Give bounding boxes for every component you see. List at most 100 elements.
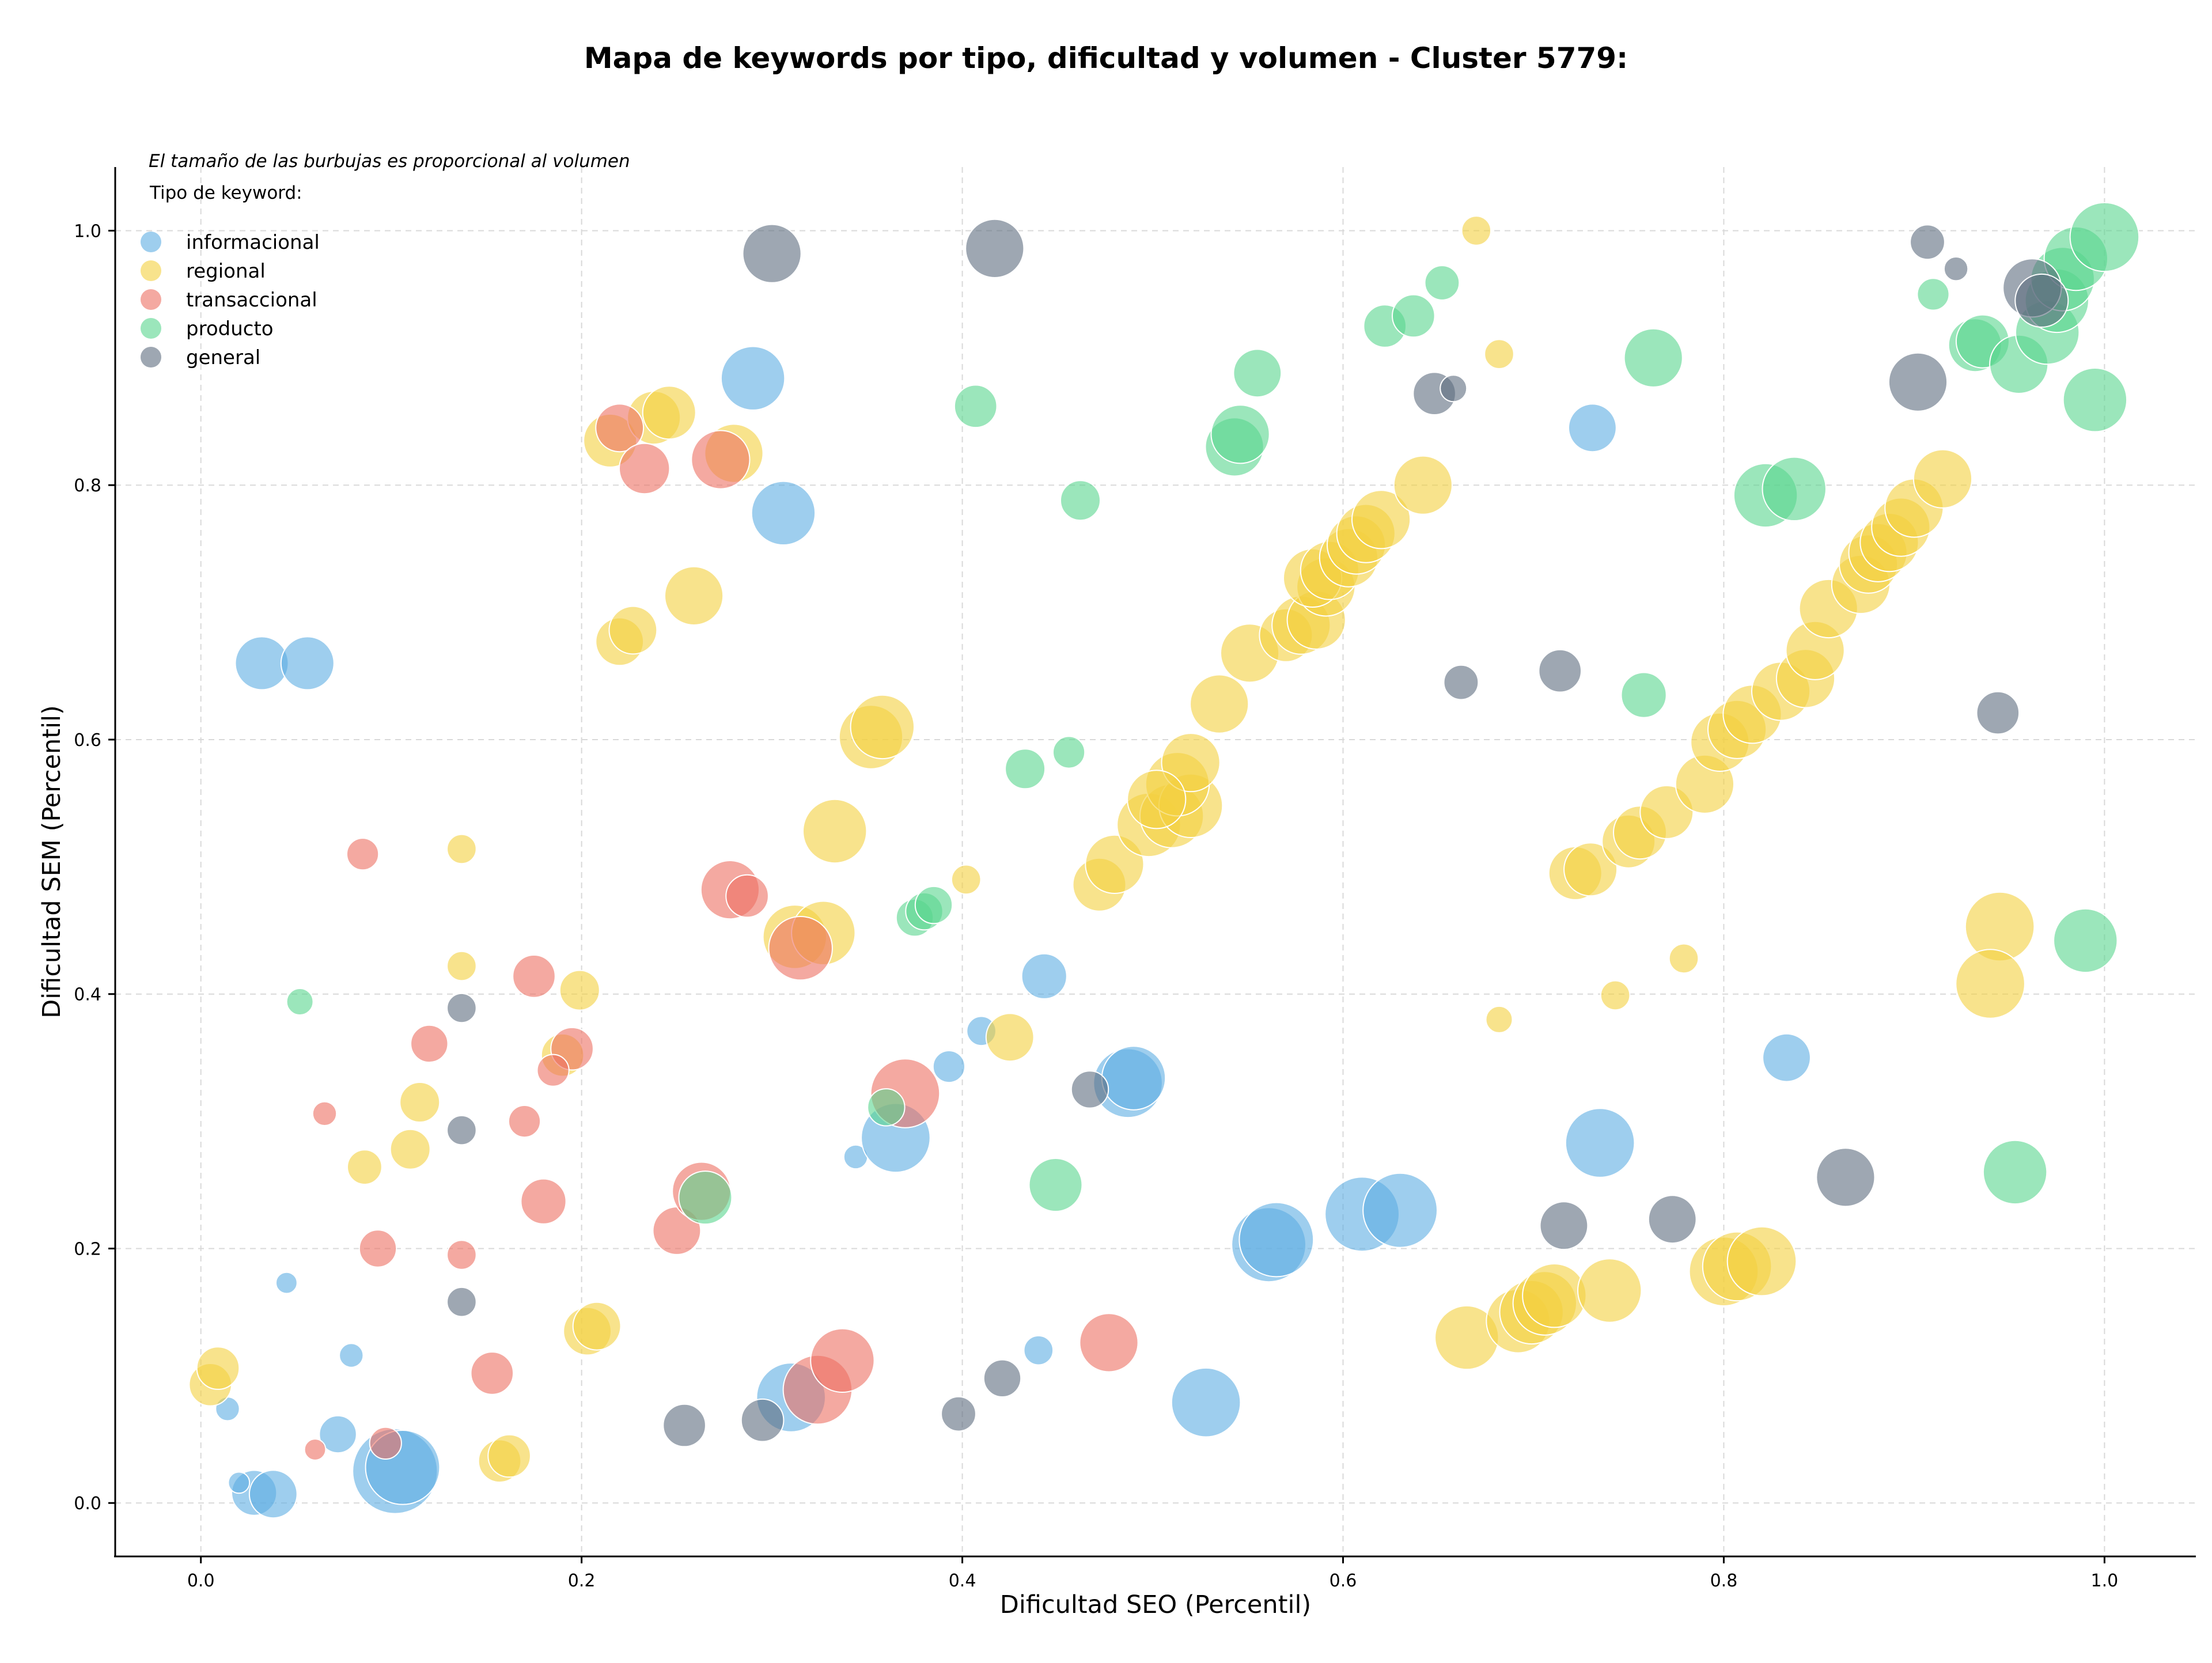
producto-bubble [1052,736,1086,769]
legend-marker-informacional [141,232,161,252]
producto-bubble [678,1170,733,1225]
regional-bubble [1912,449,1973,509]
general-bubble [1440,374,1468,403]
informacional-bubble [720,346,786,411]
transaccional-bubble [768,916,833,981]
regional-bubble [1127,770,1187,829]
producto-bubble [953,384,998,429]
axes [114,167,2196,1558]
regional-bubble [608,605,658,655]
transaccional-bubble [512,954,556,998]
bubble-layer [188,202,2140,1519]
producto-bubble [1620,672,1667,718]
series-producto [286,202,2140,1225]
producto-bubble [2069,202,2140,272]
transaccional-bubble [595,403,645,453]
informacional-bubble [1568,403,1617,453]
general-bubble [1888,352,1948,412]
informacional-bubble [280,636,335,691]
regional-bubble [1955,949,2025,1019]
x-tick-label: 1.0 [2091,1571,2119,1591]
regional-bubble [802,798,868,864]
legend-label-informacional: informacional [186,231,320,254]
series-general [446,218,2069,1448]
transaccional-bubble [810,1328,875,1393]
producto-bubble [1005,748,1046,790]
general-bubble [1910,224,1945,260]
legend-marker-general [141,347,161,368]
transaccional-bubble [619,442,671,495]
transaccional-bubble [470,1351,514,1395]
y-tick-label: 0.0 [74,1494,101,1514]
transaccional-bubble [312,1101,338,1127]
regional-bubble [1485,1005,1513,1033]
x-axis-label: Dificultad SEO (Percentil) [1000,1590,1311,1619]
transaccional-bubble [304,1438,327,1461]
x-tick-label: 0.2 [568,1571,596,1591]
general-bubble [1538,649,1582,693]
regional-bubble [1484,339,1514,370]
regional-bubble [642,385,696,440]
transaccional-bubble [358,1229,397,1268]
producto-bubble [1210,404,1270,464]
general-bubble [740,1398,785,1442]
ticks: 0.0 0.2 0.4 0.6 0.8 1.0 0.0 0.2 0.4 0.6 0.8 1.0 [74,221,2118,1591]
series-transaccional [304,403,1139,1461]
general-bubble [446,993,477,1024]
general-bubble [983,1359,1022,1398]
producto-bubble [286,988,314,1016]
informacional-bubble [1171,1367,1241,1438]
series-informacional [215,346,1811,1519]
regional-bubble [196,1346,240,1390]
general-bubble [2014,273,2069,328]
transaccional-bubble [536,1054,570,1087]
informacional-bubble [1101,1045,1166,1111]
regional-bubble [1461,215,1492,246]
general-bubble [662,1403,706,1448]
transaccional-bubble [410,1024,449,1063]
regional-bubble [446,834,477,865]
regional-bubble [1577,1258,1642,1323]
x-tick-label: 0.4 [949,1571,976,1591]
general-bubble [446,1115,477,1146]
regional-bubble [347,1149,382,1185]
regional-bubble [559,969,600,1011]
informacional-bubble [228,1471,251,1494]
legend-label-producto: producto [186,317,274,340]
producto-bubble [867,1088,906,1127]
informacional-bubble [1238,1202,1315,1278]
bubble-size-note: El tamaño de las burbujas es proporciona… [149,151,630,172]
y-axis-label: Dificultad SEM (Percentil) [37,705,66,1018]
legend-marker-producto [141,318,161,339]
regional-bubble [850,694,915,760]
transaccional-bubble [346,838,380,871]
y-tick-label: 0.4 [74,985,101,1005]
producto-bubble [914,885,953,925]
x-tick-label: 0.0 [187,1571,215,1591]
regional-bubble [1522,1263,1587,1328]
general-bubble [965,218,1025,278]
producto-bubble [1233,348,1282,398]
transaccional-bubble [691,430,751,490]
chart-title: Mapa de keywords por tipo, dificultad y … [584,41,1628,75]
y-tick-label: 0.8 [74,476,101,496]
legend-title: Tipo de keyword: [149,183,302,203]
x-tick-label: 0.6 [1330,1571,1357,1591]
producto-bubble [1982,1139,2048,1205]
general-bubble [1539,1201,1589,1251]
regional-bubble [572,1301,622,1351]
regional-bubble [1600,980,1631,1011]
transaccional-bubble [725,874,769,918]
informacional-bubble [1023,1335,1054,1366]
regional-bubble [1190,674,1249,734]
informacional-bubble [1565,1108,1635,1178]
transaccional-bubble [520,1178,567,1225]
regional-bubble [1161,733,1221,793]
regional-bubble [950,864,982,895]
informacional-bubble [751,480,816,546]
producto-bubble [1762,456,1827,521]
informacional-bubble [932,1050,966,1084]
producto-bubble [1060,480,1101,521]
informacional-bubble [339,1343,364,1368]
